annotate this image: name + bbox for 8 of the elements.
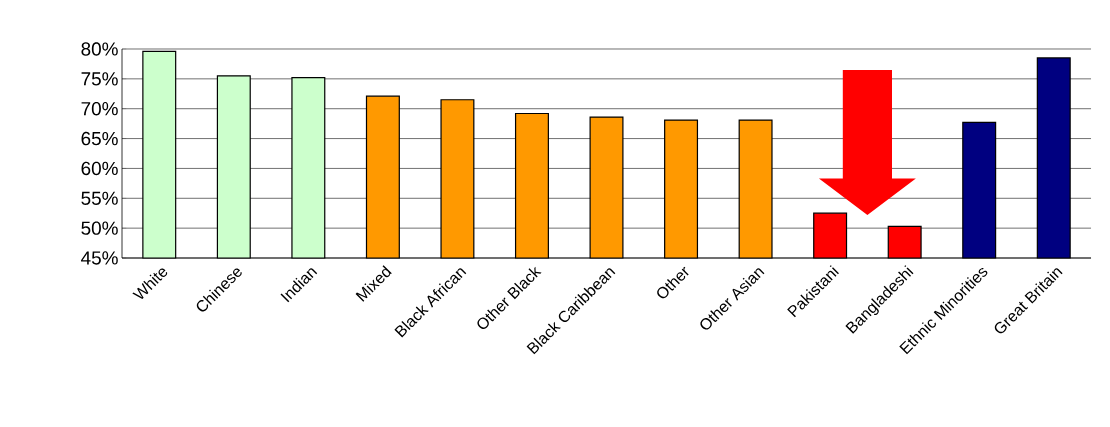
y-tick-label: 80% bbox=[81, 42, 118, 56]
y-tick-label: 45% bbox=[81, 251, 118, 265]
y-tick-label: 60% bbox=[81, 161, 118, 176]
y-tick-label: 55% bbox=[81, 191, 118, 205]
y-tick-label: 65% bbox=[81, 131, 118, 146]
y-tick-label: 75% bbox=[81, 72, 118, 86]
y-tick-label: 50% bbox=[81, 221, 118, 235]
y-tick-label: 70% bbox=[81, 102, 118, 116]
